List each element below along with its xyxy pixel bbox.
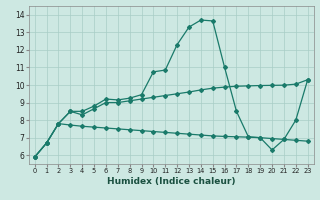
X-axis label: Humidex (Indice chaleur): Humidex (Indice chaleur) [107,177,236,186]
